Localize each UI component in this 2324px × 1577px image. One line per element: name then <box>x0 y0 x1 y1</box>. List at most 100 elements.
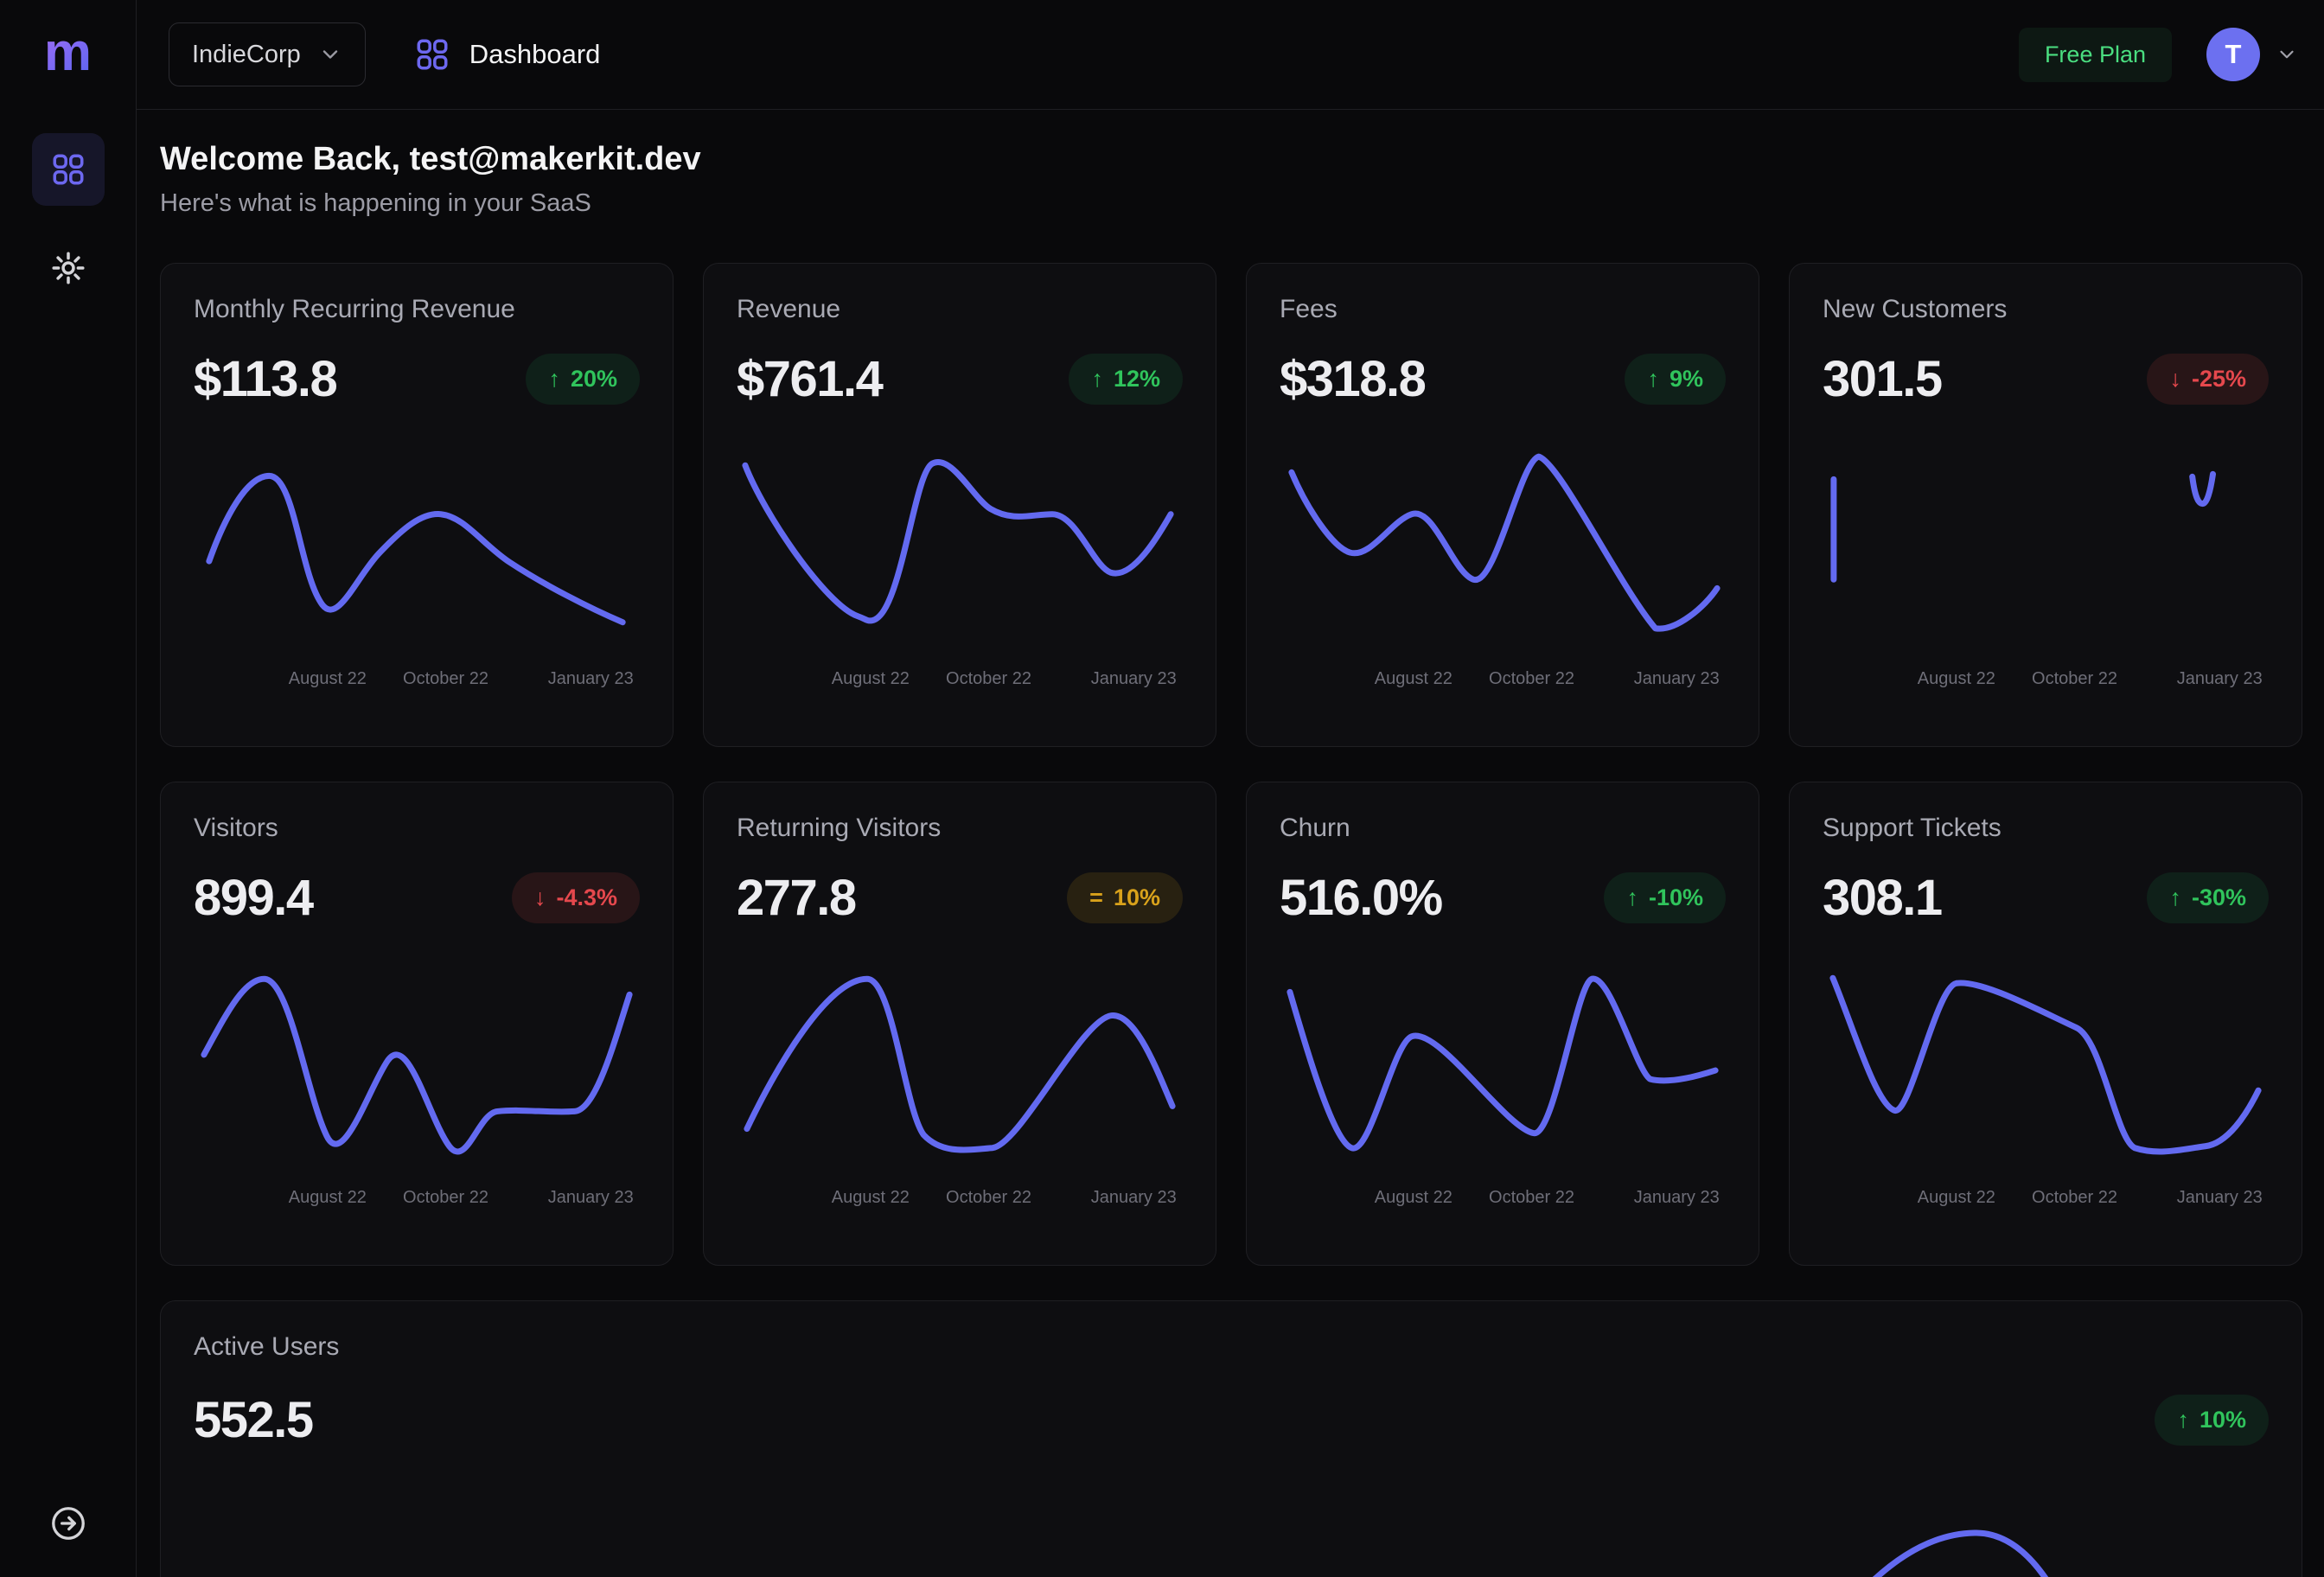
card-value: 516.0% <box>1280 870 1443 926</box>
trend-badge: ↑ -10% <box>1604 872 1726 923</box>
trend-down-icon: ↓ <box>533 884 546 910</box>
x-axis: August 22 October 22 January 23 <box>737 1179 1183 1217</box>
x-tick: August 22 <box>1374 1188 1452 1207</box>
card-value: $318.8 <box>1280 351 1427 407</box>
trend-down-icon: ↓ <box>2169 366 2181 392</box>
trend-label: -4.3% <box>556 884 617 910</box>
x-tick: October 22 <box>2032 1188 2118 1207</box>
grid-icon <box>417 39 448 70</box>
makerkit-logo: m <box>43 22 93 82</box>
main-content: Welcome Back, test@makerkit.dev Here's w… <box>137 110 2324 1577</box>
trend-badge: ↑ 10% <box>2155 1395 2269 1446</box>
sparkline-chart: August 22 October 22 January 23 <box>1823 956 2269 1217</box>
card-value: 899.4 <box>194 870 314 926</box>
trend-badge: ↑ 12% <box>1069 354 1183 405</box>
card-value: 301.5 <box>1823 351 1943 407</box>
card-title: Revenue <box>737 295 841 323</box>
sidebar: m <box>0 0 137 1577</box>
sparkline-chart: August 22 October 22 January 23 <box>1823 437 2269 699</box>
card-title: Active Users <box>194 1332 340 1361</box>
x-tick: January 23 <box>2176 669 2263 688</box>
card-title: Churn <box>1280 814 1350 842</box>
chevron-down-icon <box>2280 50 2294 59</box>
trend-badge: ↓ -4.3% <box>511 872 640 923</box>
plan-badge[interactable]: Free Plan <box>2018 27 2172 82</box>
trend-label: 10% <box>1113 884 1160 910</box>
x-axis: August 22 October 22 January 23 <box>1280 661 1726 699</box>
expand-sidebar-button[interactable] <box>49 1504 87 1542</box>
card-title: Monthly Recurring Revenue <box>194 295 515 323</box>
trend-label: -25% <box>2191 366 2246 392</box>
sidebar-nav <box>31 133 105 304</box>
trend-up-icon: ↑ <box>548 366 560 392</box>
gear-icon <box>51 252 85 284</box>
breadcrumb: Dashboard <box>414 36 601 73</box>
card-title: Support Tickets <box>1823 814 2002 842</box>
trend-badge: = 10% <box>1067 872 1183 923</box>
x-tick: January 23 <box>547 669 634 688</box>
user-menu-button[interactable]: T <box>2206 28 2298 81</box>
trend-label: 10% <box>2199 1407 2246 1433</box>
card-active-users: Active Users 552.5 ↑ 10% <box>160 1300 2302 1577</box>
sidebar-item-dashboard[interactable] <box>31 133 105 206</box>
sidebar-item-settings[interactable] <box>32 232 105 304</box>
topbar: IndieCorp Dashboard Free Plan T <box>137 0 2324 110</box>
card-value: 277.8 <box>737 870 857 926</box>
avatar: T <box>2206 28 2260 81</box>
organization-name: IndieCorp <box>192 40 301 68</box>
x-tick: August 22 <box>831 669 910 688</box>
trend-up-icon: ↑ <box>2177 1407 2189 1433</box>
x-tick: October 22 <box>1489 1188 1575 1207</box>
page-subtitle: Here's what is happening in your SaaS <box>160 189 591 217</box>
card-value: $113.8 <box>194 351 338 407</box>
topbar-right: Free Plan T <box>2018 27 2298 82</box>
sparkline-chart: August 22 October 22 January 23 <box>737 437 1183 699</box>
card-title: Returning Visitors <box>737 814 942 842</box>
sparkline-chart: August 22 October 22 January 23 <box>194 437 640 699</box>
x-tick: January 23 <box>2176 1188 2263 1207</box>
trend-label: 12% <box>1113 366 1160 392</box>
trend-badge: ↑ -30% <box>2147 872 2269 923</box>
chevron-down-icon <box>322 50 337 59</box>
x-axis: August 22 October 22 January 23 <box>1823 1179 2269 1217</box>
trend-badge: ↓ -25% <box>2147 354 2269 405</box>
x-tick: August 22 <box>1917 669 1995 688</box>
sparkline-chart: August 22 October 22 January 23 <box>1280 956 1726 1217</box>
sparkline-chart: August 22 October 22 January 23 <box>737 956 1183 1217</box>
x-tick: October 22 <box>403 669 489 688</box>
grid-icon <box>53 154 84 185</box>
x-axis: August 22 October 22 January 23 <box>194 661 640 699</box>
x-tick: January 23 <box>1633 669 1720 688</box>
x-tick: October 22 <box>946 1188 1032 1207</box>
x-axis: August 22 October 22 January 23 <box>1823 661 2269 699</box>
active-users-chart <box>194 1327 2269 1577</box>
card-title: Visitors <box>194 814 278 842</box>
page-nav-title: Dashboard <box>469 39 601 69</box>
x-tick: January 23 <box>1090 669 1177 688</box>
trend-label: 20% <box>570 366 617 392</box>
trend-badge: ↑ 9% <box>1625 354 1726 405</box>
card-churn: Churn 516.0% ↑ -10% August 22 October 22… <box>1246 782 1759 1266</box>
x-tick: January 23 <box>1090 1188 1177 1207</box>
x-tick: October 22 <box>946 669 1032 688</box>
trend-up-icon: ↑ <box>1647 366 1659 392</box>
card-visitors: Visitors 899.4 ↓ -4.3% August 22 October… <box>160 782 674 1266</box>
x-tick: August 22 <box>831 1188 910 1207</box>
card-title: Fees <box>1280 295 1338 323</box>
trend-up-icon: ↑ <box>2169 884 2181 910</box>
card-revenue: Revenue $761.4 ↑ 12% August 22 October 2… <box>703 263 1216 747</box>
x-axis: August 22 October 22 January 23 <box>194 1179 640 1217</box>
x-tick: October 22 <box>2032 669 2118 688</box>
card-value: 308.1 <box>1823 870 1943 926</box>
x-tick: January 23 <box>1633 1188 1720 1207</box>
x-tick: October 22 <box>403 1188 489 1207</box>
x-tick: August 22 <box>1374 669 1452 688</box>
trend-up-icon: ↑ <box>1091 366 1103 392</box>
card-support-tickets: Support Tickets 308.1 ↑ -30% August 22 O… <box>1789 782 2302 1266</box>
organization-selector[interactable]: IndieCorp <box>169 22 366 86</box>
trend-flat-icon: = <box>1089 884 1103 910</box>
x-axis: August 22 October 22 January 23 <box>1280 1179 1726 1217</box>
card-fees: Fees $318.8 ↑ 9% August 22 October 22 Ja… <box>1246 263 1759 747</box>
arrow-right-circle-icon <box>51 1507 85 1540</box>
x-axis: August 22 October 22 January 23 <box>737 661 1183 699</box>
